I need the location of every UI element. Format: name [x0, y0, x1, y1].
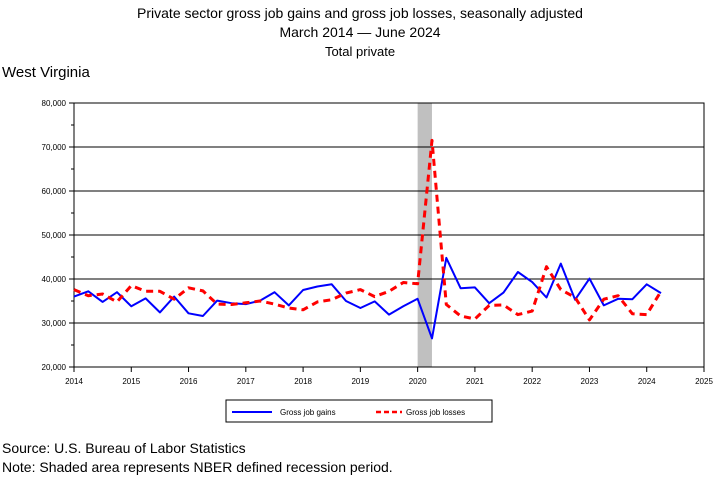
source-note: Source: U.S. Bureau of Labor Statistics [2, 440, 246, 456]
chart-title: Private sector gross job gains and gross… [137, 5, 583, 21]
x-tick-label: 2015 [122, 377, 140, 386]
date-range-start: March 2014 [279, 24, 354, 40]
series-layer [73, 138, 663, 340]
recession-note: Note: Shaded area represents NBER define… [2, 459, 393, 475]
y-tick-label: 70,000 [42, 143, 67, 152]
x-tick-label: 2017 [237, 377, 255, 386]
x-tick-label: 2016 [180, 377, 198, 386]
legend-label: Gross job losses [406, 408, 465, 417]
date-range-dash: — [357, 24, 372, 40]
date-range-end: June 2024 [375, 24, 441, 40]
axis-layer: 20,000 30,000 40,000 50,000 60,000 70,000 80,0… [42, 99, 714, 386]
y-tick-label: 60,000 [42, 187, 67, 196]
y-tick-label: 30,000 [42, 319, 67, 328]
legend-label: Gross job gains [280, 408, 336, 417]
x-tick-label: 2024 [638, 377, 656, 386]
y-tick-label: 40,000 [42, 275, 67, 284]
x-tick-label: 2025 [695, 377, 713, 386]
x-tick-label: 2014 [65, 377, 83, 386]
y-tick-label: 50,000 [42, 231, 67, 240]
legend-box [225, 399, 493, 423]
x-tick-label: 2020 [409, 377, 427, 386]
legend: Gross job gains Gross job losses [225, 399, 493, 423]
region-label: West Virginia [2, 64, 90, 81]
x-tick-label: 2023 [581, 377, 599, 386]
x-tick-label: 2019 [351, 377, 369, 386]
y-tick-label: 80,000 [42, 99, 67, 108]
series-line [73, 256, 662, 340]
chart-date-range: March 2014 — June 2024 [0, 24, 720, 40]
x-tick-label: 2018 [294, 377, 312, 386]
x-tick-label: 2022 [523, 377, 541, 386]
y-tick-label: 20,000 [42, 363, 67, 372]
chart-subtitle: Total private [324, 44, 396, 59]
grid-layer [74, 146, 704, 324]
x-tick-label: 2021 [466, 377, 484, 386]
series-line [73, 138, 663, 322]
